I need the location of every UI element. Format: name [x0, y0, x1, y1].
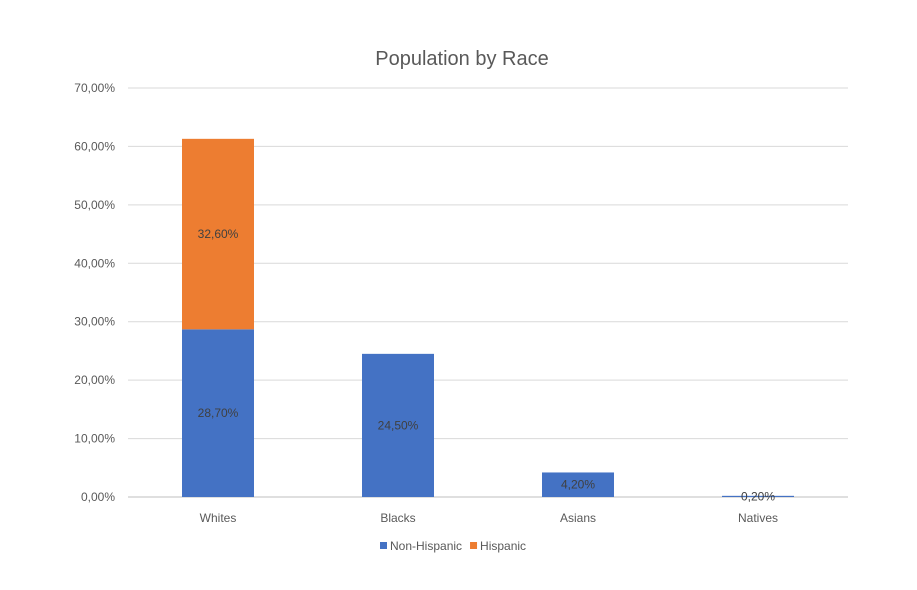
y-tick-label: 60,00% — [74, 139, 115, 153]
bar-non-hispanic — [542, 472, 614, 497]
x-tick-label: Blacks — [380, 511, 415, 525]
x-tick-label: Natives — [738, 511, 778, 525]
legend-swatch — [380, 542, 387, 549]
bar-non-hispanic — [722, 495, 794, 497]
x-axis: Whites Blacks Asians Natives — [200, 511, 778, 525]
y-tick-label: 20,00% — [74, 373, 115, 387]
x-tick-label: Whites — [200, 511, 237, 525]
chart-title: Population by Race — [375, 48, 548, 70]
data-label: 4,20% — [561, 478, 595, 492]
y-tick-label: 40,00% — [74, 256, 115, 270]
data-label: 32,60% — [198, 227, 239, 241]
y-axis: 0,00% 10,00% 20,00% 30,00% 40,00% 50,00% 60,00… — [74, 81, 115, 504]
bar-non-hispanic — [362, 353, 434, 497]
legend-label: Non-Hispanic — [390, 539, 462, 553]
y-tick-label: 70,00% — [74, 81, 115, 95]
y-tick-label: 0,00% — [81, 490, 115, 504]
data-label: 0,20% — [741, 489, 775, 503]
data-label: 28,70% — [198, 406, 239, 420]
bar-hispanic — [182, 138, 254, 330]
legend: Non-Hispanic Hispanic — [380, 539, 526, 553]
y-tick-label: 30,00% — [74, 315, 115, 329]
data-label: 24,50% — [378, 418, 419, 432]
bar-non-hispanic — [182, 329, 254, 497]
x-tick-label: Asians — [560, 511, 596, 525]
legend-label: Hispanic — [480, 539, 526, 553]
legend-swatch — [470, 542, 478, 549]
bars: 28,70% 32,60% 24,50% 4,20% 0,20% — [182, 138, 794, 503]
y-tick-label: 50,00% — [74, 198, 115, 212]
y-tick-label: 10,00% — [74, 432, 115, 446]
